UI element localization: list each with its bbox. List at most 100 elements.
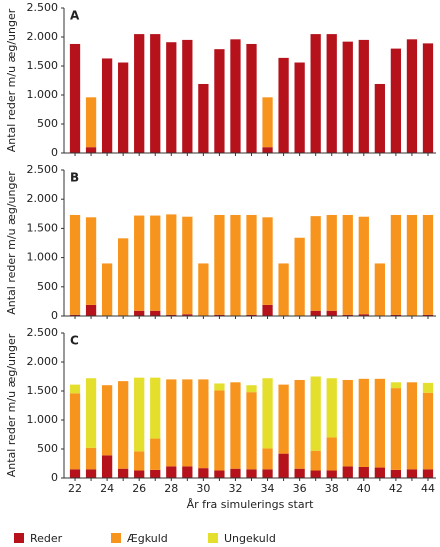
bar-segment xyxy=(358,314,369,316)
bar-segment xyxy=(342,314,353,316)
bar-segment xyxy=(118,238,129,316)
bar-segment xyxy=(134,310,145,316)
bar-segment xyxy=(262,469,273,478)
bar-segment xyxy=(150,469,161,478)
bar-segment xyxy=(374,378,385,468)
x-tick-label: 30 xyxy=(196,482,210,495)
y-tick-label: 1.000 xyxy=(27,251,59,264)
bar-segment xyxy=(278,384,289,454)
panel-label: A xyxy=(70,9,80,23)
bar-segment xyxy=(182,216,193,315)
bar-segment xyxy=(278,57,289,153)
legend-swatch xyxy=(14,533,24,543)
bar-segment xyxy=(326,214,337,311)
y-tick-label: 2.000 xyxy=(27,355,59,368)
x-tick-label: 44 xyxy=(421,482,435,495)
bar-segment xyxy=(118,62,129,153)
bar-segment xyxy=(166,379,177,467)
bar-segment xyxy=(422,314,434,316)
legend-label: Ungekuld xyxy=(224,532,276,545)
bar-segment xyxy=(358,39,369,153)
bar-segment xyxy=(101,455,113,478)
bar-segment xyxy=(246,43,257,153)
bar-segment xyxy=(310,450,321,471)
panel-label: B xyxy=(70,171,79,185)
bar-segment xyxy=(69,214,81,315)
bar-segment xyxy=(150,215,161,311)
bar-segment xyxy=(214,49,225,153)
bar-segment xyxy=(310,470,321,478)
bar-segment xyxy=(182,379,193,467)
bar-segment xyxy=(230,382,241,469)
bar-segment xyxy=(326,310,337,316)
bar-segment xyxy=(85,447,97,470)
bar-segment xyxy=(214,214,225,315)
bar-segment xyxy=(294,468,305,478)
x-tick-label: 26 xyxy=(132,482,146,495)
bar-segment xyxy=(166,42,177,153)
bar-segment xyxy=(422,382,434,393)
bar-segment xyxy=(310,216,321,311)
bar-segment xyxy=(326,437,337,471)
y-tick-label: 500 xyxy=(37,442,58,455)
bar-segment xyxy=(101,58,113,153)
bar-segment xyxy=(390,388,402,470)
bar-segment xyxy=(150,377,161,439)
bar-segment xyxy=(358,378,369,467)
bar-segment xyxy=(422,392,434,470)
bar-segment xyxy=(198,379,209,469)
y-axis-label: Antal reder m/u æg/unger xyxy=(5,333,18,477)
bar-segment xyxy=(214,314,225,316)
bar-segment xyxy=(198,468,209,478)
x-tick-label: 34 xyxy=(261,482,275,495)
bar-segment xyxy=(310,34,321,153)
bar-segment xyxy=(310,376,321,451)
bar-segment xyxy=(294,62,305,153)
x-tick-label: 38 xyxy=(325,482,339,495)
x-tick-label: 40 xyxy=(357,482,371,495)
bar-segment xyxy=(390,382,402,389)
x-tick-label: 24 xyxy=(100,482,114,495)
legend-swatch xyxy=(111,533,121,543)
legend-label: Ægkuld xyxy=(127,532,168,545)
bar-segment xyxy=(342,41,353,153)
bar-segment xyxy=(294,237,305,316)
bar-segment xyxy=(230,214,241,316)
bar-segment xyxy=(422,214,434,315)
bar-segment xyxy=(230,468,241,478)
bar-segment xyxy=(326,378,337,438)
bar-segment xyxy=(69,393,81,470)
bar-segment xyxy=(101,263,113,316)
bar-segment xyxy=(85,378,97,448)
bar-segment xyxy=(85,147,97,153)
legend-swatch xyxy=(208,533,218,543)
bar-segment xyxy=(85,304,97,316)
bar-segment xyxy=(358,466,369,478)
bar-segment xyxy=(198,263,209,316)
bar-segment xyxy=(134,215,145,311)
y-tick-label: 1.500 xyxy=(27,59,59,72)
y-tick-label: 1.500 xyxy=(27,221,59,234)
bar-segment xyxy=(374,467,385,478)
bar-segment xyxy=(246,392,257,470)
bar-segment xyxy=(246,469,257,478)
bar-segment xyxy=(85,217,97,305)
y-tick-label: 0 xyxy=(51,471,58,484)
y-tick-label: 2.500 xyxy=(27,163,59,176)
x-tick-label: 28 xyxy=(164,482,178,495)
bar-segment xyxy=(422,43,434,153)
bar-segment xyxy=(262,217,273,305)
y-tick-label: 500 xyxy=(37,280,58,293)
y-tick-label: 2.000 xyxy=(27,30,59,43)
y-tick-label: 2.500 xyxy=(27,1,59,14)
bar-segment xyxy=(150,34,161,153)
x-tick-label: 36 xyxy=(293,482,307,495)
bar-segment xyxy=(150,310,161,316)
x-tick-label: 42 xyxy=(389,482,403,495)
bar-segment xyxy=(358,216,369,315)
bar-segment xyxy=(246,214,257,315)
y-axis-label: Antal reder m/u æg/unger xyxy=(5,171,18,315)
y-tick-label: 1.000 xyxy=(27,413,59,426)
bar-segment xyxy=(134,34,145,153)
